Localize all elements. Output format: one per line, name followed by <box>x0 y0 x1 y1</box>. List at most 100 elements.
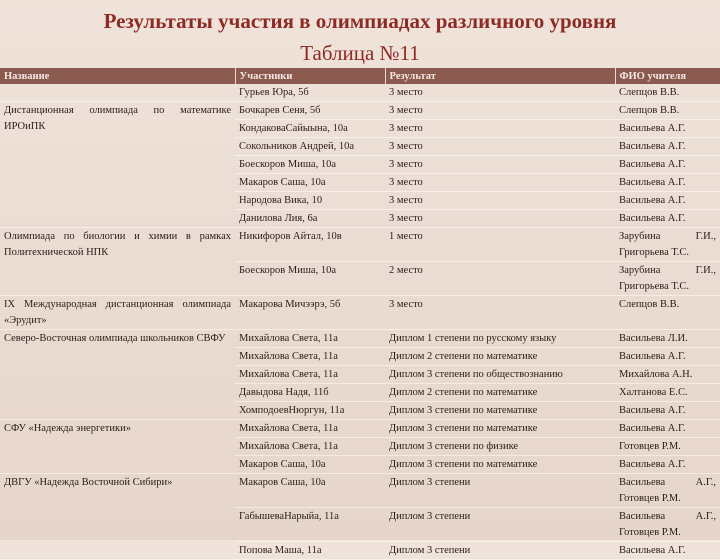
result-cell: Диплом 3 степени по физике <box>385 437 615 456</box>
result-cell: Диплом 3 степени <box>385 541 615 560</box>
header-row: Название Участники Результат ФИО учителя <box>0 68 720 84</box>
result-cell: 2 место <box>385 261 615 296</box>
participant-cell: ГабышеваНарыйа, 11а <box>235 507 385 542</box>
result-cell: Диплом 3 степени <box>385 507 615 542</box>
header-cell: Участники <box>235 68 386 84</box>
participant-cell: Сокольников Андрей, 10а <box>235 137 385 156</box>
olympiad-name: СФУ «Надежда энергетики» <box>0 419 235 474</box>
result-cell: 3 место <box>385 137 615 156</box>
teacher-cell: Васильева А.Г. <box>615 347 720 366</box>
participant-cell: Данилова Лия, 6а <box>235 209 385 228</box>
teacher-cell: Зарубина Г.И., Григорьева Т.С. <box>615 261 720 296</box>
table-row: Гурьев Юра, 5б 3 место Слепцов В.В. <box>0 84 720 102</box>
teacher-cell: Васильева Л.И. <box>615 329 720 348</box>
table-row: СФУ «Надежда энергетики» Михайлова Света,… <box>0 419 720 474</box>
teacher-cell: Васильева А.Г. <box>615 191 720 210</box>
results-table: Название Участники Результат ФИО учителя Гу… <box>0 68 720 560</box>
table-row: Боескоров Миша, 10а 2 место Зарубина Г.И.,… <box>0 261 720 296</box>
table-row: IX Международная дистанционная олимпиада… <box>0 295 720 330</box>
teacher-cell: Васильева А.Г., Готовцев Р.М. <box>615 473 720 508</box>
participant-cell: Михайлова Света, 11а <box>235 365 385 384</box>
participant-cell: Народова Вика, 10 <box>235 191 385 210</box>
result-cell: Диплом 3 степени <box>385 473 615 508</box>
table-row: Дистанционная олимпиада по математике ИР… <box>0 101 720 228</box>
result-cell: 3 место <box>385 295 615 330</box>
table-row: Сокольников Андрей, 10а 3 место Васильева … <box>0 137 720 156</box>
olympiad-name: IX Международная дистанционная олимпиада… <box>0 295 235 330</box>
teacher-cell: Слепцов В.В. <box>615 101 720 120</box>
participant-cell: Макаров Саша, 10а <box>235 455 385 474</box>
participant-cell: Боескоров Миша, 10а <box>235 261 385 296</box>
teacher-cell: Зарубина Г.И., Григорьева Т.С. <box>615 227 720 262</box>
teacher-cell: Васильева А.Г. <box>615 401 720 420</box>
teacher-cell: Халтанова Е.С. <box>615 383 720 402</box>
teacher-cell: Васильева А.Г. <box>615 541 720 560</box>
slide-subtitle: Таблица №11 <box>300 41 420 65</box>
teacher-cell: Слепцов В.В. <box>615 84 720 102</box>
participant-cell: Гурьев Юра, 5б <box>235 84 385 102</box>
table-row: Северо-Восточная олимпиада школьников СВ… <box>0 329 720 420</box>
result-cell: 3 место <box>385 173 615 192</box>
header-cell: Название <box>0 68 236 84</box>
teacher-cell: Васильева А.Г. <box>615 137 720 156</box>
result-cell: 3 место <box>385 119 615 138</box>
result-cell: Диплом 1 степени по русскому языку <box>385 329 615 348</box>
table-row: Боескоров Миша, 10а 3 место Васильева А.Г. <box>0 155 720 174</box>
result-cell: 3 место <box>385 101 615 120</box>
header-cell: ФИО учителя <box>615 68 720 84</box>
table-row: ХомподоевНюргун, 11а Диплом 3 степени по … <box>0 401 720 420</box>
olympiad-name: ДВГУ «Надежда Восточной Сибири» <box>0 473 235 560</box>
teacher-cell: Васильева А.Г. <box>615 419 720 438</box>
table-row: Данилова Лия, 6а 3 место Васильева А.Г. <box>0 209 720 228</box>
teacher-cell: Васильева А.Г. <box>615 155 720 174</box>
participant-cell: Михайлова Света, 11а <box>235 419 385 438</box>
result-cell: Диплом 3 степени по математике <box>385 401 615 420</box>
teacher-cell: Васильева А.Г. <box>615 455 720 474</box>
result-cell: Диплом 3 степени по математике <box>385 419 615 438</box>
table-row: Народова Вика, 10 3 место Васильева А.Г. <box>0 191 720 210</box>
participant-cell: Макарова Мичээрэ, 5б <box>235 295 385 330</box>
table-row: ГабышеваНарыйа, 11а Диплом 3 степени Васил… <box>0 507 720 542</box>
result-cell: 1 место <box>385 227 615 262</box>
olympiad-name: Олимпиада по биологии и химии в рамках П… <box>0 227 235 296</box>
table-row: Михайлова Света, 11а Диплом 3 степени по … <box>0 437 720 456</box>
participant-cell: Макаров Саша, 10а <box>235 173 385 192</box>
teacher-cell: Михайлова А.Н. <box>615 365 720 384</box>
participant-cell: Попова Маша, 11а <box>235 541 385 560</box>
teacher-cell: Слепцов В.В. <box>615 295 720 330</box>
result-cell: 3 место <box>385 155 615 174</box>
participant-cell: Михайлова Света, 11а <box>235 437 385 456</box>
table-row: Макаров Саша, 10а 3 место Васильева А.Г. <box>0 173 720 192</box>
participant-cell: КондаковаСайыына, 10а <box>235 119 385 138</box>
table-row: Михайлова Света, 11а Диплом 2 степени по … <box>0 347 720 366</box>
table-row: Макаров Саша, 10а Диплом 3 степени по мат… <box>0 455 720 474</box>
olympiad-name: Дистанционная олимпиада по математике ИР… <box>0 101 235 228</box>
result-cell: Диплом 3 степени по математике <box>385 455 615 474</box>
result-cell: 3 место <box>385 84 615 102</box>
table-row: КондаковаСайыына, 10а 3 место Васильева А.… <box>0 119 720 138</box>
participant-cell: Михайлова Света, 11а <box>235 329 385 348</box>
result-cell: Диплом 3 степени по обществознанию <box>385 365 615 384</box>
table-row: Михайлова Света, 11а Диплом 3 степени по … <box>0 365 720 384</box>
result-cell: Диплом 2 степени по математике <box>385 347 615 366</box>
participant-cell: Боескоров Миша, 10а <box>235 155 385 174</box>
table-row: ДВГУ «Надежда Восточной Сибири» Макаров С… <box>0 473 720 560</box>
result-cell: 3 место <box>385 209 615 228</box>
participant-cell: Никифоров Айтал, 10в <box>235 227 385 262</box>
table-row: Давыдова Надя, 11б Диплом 2 степени по ма… <box>0 383 720 402</box>
result-cell: Диплом 2 степени по математике <box>385 383 615 402</box>
participant-cell: Бочкарев Сеня, 5б <box>235 101 385 120</box>
teacher-cell: Васильева А.Г., Готовцев Р.М. <box>615 507 720 542</box>
result-cell: 3 место <box>385 191 615 210</box>
participant-cell: Давыдова Надя, 11б <box>235 383 385 402</box>
teacher-cell: Васильева А.Г. <box>615 209 720 228</box>
olympiad-name: Северо-Восточная олимпиада школьников СВ… <box>0 329 235 420</box>
table-body: Гурьев Юра, 5б 3 место Слепцов В.В. Дистанц… <box>0 84 720 560</box>
teacher-cell: Готовцев Р.М. <box>615 437 720 456</box>
teacher-cell: Васильева А.Г. <box>615 173 720 192</box>
olympiad-name <box>0 84 235 102</box>
participant-cell: Михайлова Света, 11а <box>235 347 385 366</box>
participant-cell: ХомподоевНюргун, 11а <box>235 401 385 420</box>
teacher-cell: Васильева А.Г. <box>615 119 720 138</box>
